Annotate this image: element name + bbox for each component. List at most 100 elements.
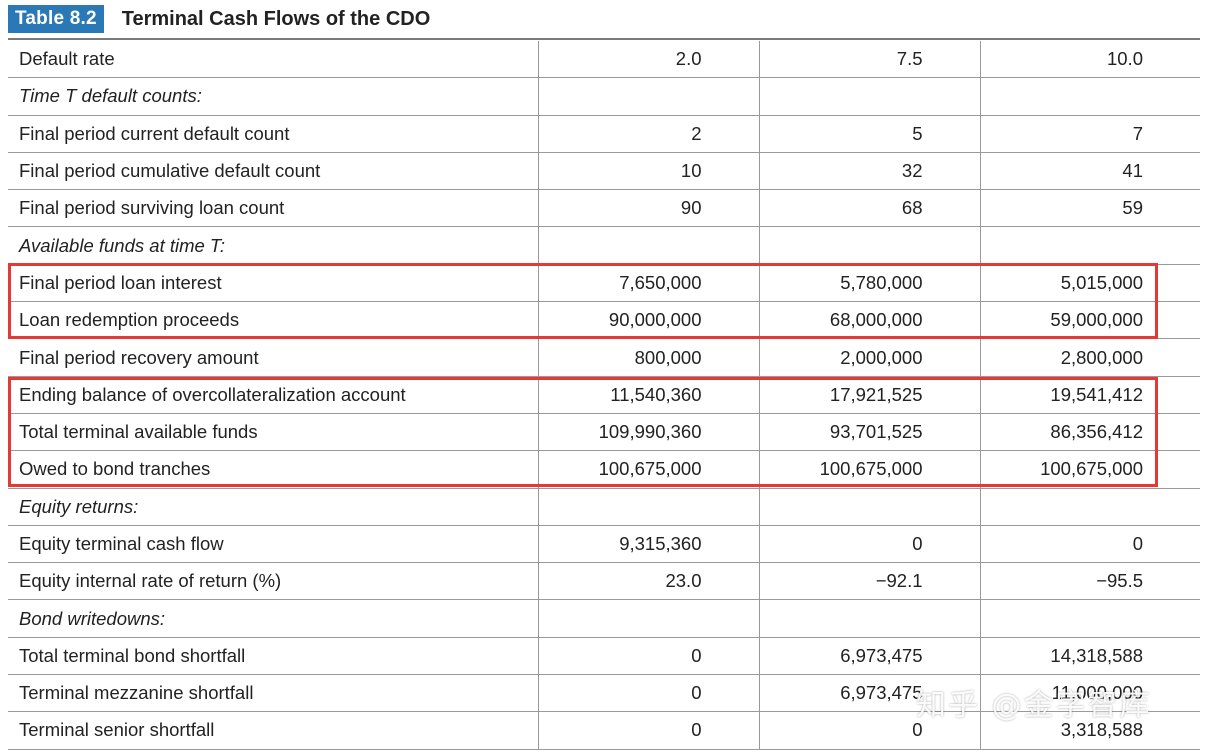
cell-value: 7.5	[758, 41, 980, 79]
table-row: Ending balance of overcollateralization …	[8, 376, 1200, 414]
cell-value: 2.0	[537, 41, 759, 79]
cell-value: 11,000,000	[979, 674, 1200, 713]
row-label: Bond writedowns:	[8, 599, 538, 638]
cell-value	[537, 599, 759, 638]
cell-value: 6,973,475	[758, 674, 980, 713]
cell-value: 59,000,000	[979, 301, 1200, 340]
cell-value: 7	[979, 115, 1200, 153]
cell-value: 10	[537, 152, 759, 191]
table-row: Owed to bond tranches 100,675,000 100,675,…	[8, 450, 1200, 489]
cell-value	[979, 599, 1200, 638]
row-label: Equity returns:	[8, 488, 538, 526]
cell-value: 32	[758, 152, 980, 191]
row-label: Time T default counts:	[8, 77, 538, 116]
row-label: Available funds at time T:	[8, 226, 538, 265]
cell-value: 5,015,000	[979, 264, 1200, 303]
cell-value: 68	[758, 189, 980, 228]
cell-value: 2,000,000	[758, 338, 980, 377]
cell-value: 19,541,412	[979, 376, 1200, 414]
cell-value: −92.1	[758, 562, 980, 601]
row-label: Terminal mezzanine shortfall	[8, 674, 538, 713]
cell-value: 2	[537, 115, 759, 153]
row-label: Total terminal available funds	[8, 413, 538, 452]
table-section-row: Available funds at time T:	[8, 226, 1200, 265]
row-label: Final period current default count	[8, 115, 538, 153]
table-title: Terminal Cash Flows of the CDO	[121, 7, 431, 30]
row-label: Default rate	[8, 41, 538, 79]
cell-value: 0	[537, 674, 759, 713]
cell-value	[979, 226, 1200, 265]
cell-value: 14,318,588	[979, 637, 1200, 676]
cash-flow-table: Default rate 2.0 7.5 10.0 Time T default cou…	[8, 41, 1200, 750]
cell-value: 41	[979, 152, 1200, 191]
watermark-text: 知乎 @金字智库	[916, 688, 1152, 723]
cell-value: 5,780,000	[758, 264, 980, 303]
table-row: Equity internal rate of return (%) 23.0 −9…	[8, 562, 1200, 601]
cell-value: 93,701,525	[758, 413, 980, 452]
row-label: Owed to bond tranches	[8, 450, 538, 489]
row-label: Ending balance of overcollateralization …	[8, 376, 538, 414]
row-label: Final period cumulative default count	[8, 152, 538, 191]
table-number-tag: Table 8.2	[8, 5, 104, 33]
cell-value: 17,921,525	[758, 376, 980, 414]
cell-value: 9,315,360	[537, 525, 759, 564]
table-header: Table 8.2 Terminal Cash Flows of the CDO	[8, 4, 430, 34]
cell-value	[979, 77, 1200, 116]
cell-value: −95.5	[979, 562, 1200, 601]
cell-value: 90,000,000	[537, 301, 759, 340]
cell-value: 23.0	[537, 562, 759, 601]
cell-value: 11,540,360	[537, 376, 759, 414]
cell-value: 0	[979, 525, 1200, 564]
cell-value: 800,000	[537, 338, 759, 377]
cell-value	[537, 226, 759, 265]
cell-value: 100,675,000	[979, 450, 1200, 489]
cell-value: 59	[979, 189, 1200, 228]
cell-value: 0	[758, 711, 980, 750]
cell-value: 10.0	[979, 41, 1200, 79]
row-label: Loan redemption proceeds	[8, 301, 538, 340]
row-label: Final period surviving loan count	[8, 189, 538, 228]
cell-value	[758, 226, 980, 265]
cell-value: 100,675,000	[537, 450, 759, 489]
cell-value: 7,650,000	[537, 264, 759, 303]
top-rule	[8, 38, 1200, 40]
table-row: Default rate 2.0 7.5 10.0	[8, 41, 1200, 79]
table-row: Terminal senior shortfall 0 0 3,318,588	[8, 711, 1200, 750]
cell-value: 109,990,360	[537, 413, 759, 452]
cell-value: 86,356,412	[979, 413, 1200, 452]
row-label: Final period recovery amount	[8, 338, 538, 377]
table-row: Equity terminal cash flow 9,315,360 0 0	[8, 525, 1200, 564]
cell-value: 0	[537, 637, 759, 676]
cell-value	[758, 488, 980, 526]
table-row: Final period current default count 2 5 7	[8, 115, 1200, 153]
cell-value: 2,800,000	[979, 338, 1200, 377]
table-row: Total terminal bond shortfall 0 6,973,475 1…	[8, 637, 1200, 676]
cell-value	[758, 599, 980, 638]
table-section-row: Equity returns:	[8, 488, 1200, 526]
cell-value: 90	[537, 189, 759, 228]
table-row: Final period cumulative default count 10 3…	[8, 152, 1200, 191]
cell-value: 3,318,588	[979, 711, 1200, 750]
row-label: Total terminal bond shortfall	[8, 637, 538, 676]
cell-value: 0	[758, 525, 980, 564]
cell-value	[537, 77, 759, 116]
table-row: Final period loan interest 7,650,000 5,780…	[8, 264, 1200, 303]
table-row: Terminal mezzanine shortfall 0 6,973,475 11…	[8, 674, 1200, 713]
cell-value: 5	[758, 115, 980, 153]
cell-value	[758, 77, 980, 116]
cell-value: 6,973,475	[758, 637, 980, 676]
table-row: Total terminal available funds 109,990,36…	[8, 413, 1200, 452]
row-label: Terminal senior shortfall	[8, 711, 538, 750]
row-label: Final period loan interest	[8, 264, 538, 303]
table-row: Final period recovery amount 800,000 2,000…	[8, 338, 1200, 377]
highlight-box-balances	[8, 377, 1158, 487]
table-section-row: Bond writedowns:	[8, 599, 1200, 638]
cell-value: 100,675,000	[758, 450, 980, 489]
row-label: Equity terminal cash flow	[8, 525, 538, 564]
cell-value: 0	[537, 711, 759, 750]
cell-value	[979, 488, 1200, 526]
table-section-row: Time T default counts:	[8, 77, 1200, 116]
cell-value	[537, 488, 759, 526]
highlight-box-loan-funds	[8, 263, 1158, 339]
row-label: Equity internal rate of return (%)	[8, 562, 538, 601]
